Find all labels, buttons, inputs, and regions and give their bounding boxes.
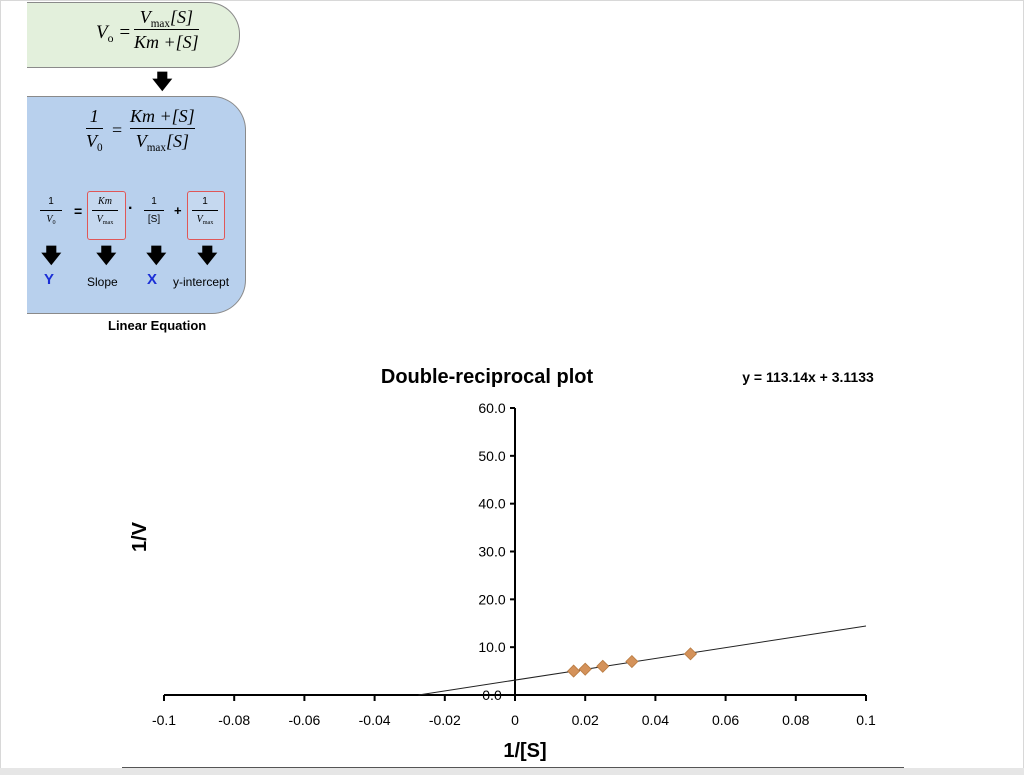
- data-point: [578, 662, 592, 676]
- mm-fraction: Vmax[S] Km +[S]: [134, 7, 199, 53]
- label-y-intercept: y-intercept: [173, 275, 230, 289]
- linear-equation-caption: Linear Equation: [108, 318, 207, 333]
- lb-equals: =: [112, 120, 123, 140]
- x-tick-label: -0.06: [288, 712, 320, 728]
- data-point: [683, 647, 698, 661]
- x-tick-label: 0.1: [856, 712, 876, 728]
- x-tick-label: 0.06: [712, 712, 739, 728]
- linear-x-fraction: 1 [S]: [144, 196, 164, 225]
- slope-highlight-box: [87, 191, 126, 240]
- chart-title: Double-reciprocal plot: [381, 366, 594, 388]
- down-arrow-icon: 🡇: [96, 245, 117, 267]
- x-tick-label: 0.08: [782, 712, 809, 728]
- x-tick-label: -0.04: [359, 712, 391, 728]
- x-tick-label: -0.1: [152, 712, 176, 728]
- y-tick-label: 0.0: [482, 687, 502, 703]
- data-point: [625, 654, 639, 669]
- y-tick-label: 50.0: [478, 448, 505, 464]
- y-tick-label: 40.0: [478, 496, 505, 512]
- lb-lhs-fraction: 1 V0: [86, 106, 103, 154]
- x-tick-label: 0.04: [642, 712, 669, 728]
- intercept-highlight-box: [187, 191, 225, 240]
- label-x: X: [147, 271, 158, 288]
- y-tick-label: 30.0: [478, 544, 505, 560]
- linear-intercept-fraction: 1 Vmax: [192, 196, 218, 226]
- mm-lhs: Vo =: [96, 22, 132, 46]
- bottom-rule: [122, 767, 904, 768]
- trendline-equation: y = 113.14x + 3.1133: [742, 369, 874, 385]
- linear-y-fraction: 1 V0: [40, 196, 62, 226]
- linear-plus: +: [174, 203, 182, 218]
- data-point: [567, 664, 581, 678]
- x-tick-label: -0.02: [429, 712, 461, 728]
- lb-rhs-fraction: Km +[S] Vmax[S]: [130, 106, 195, 154]
- y-tick-label: 60.0: [478, 400, 505, 416]
- label-slope: Slope: [87, 275, 118, 289]
- bottom-strip: [0, 768, 1024, 775]
- down-arrow-icon: 🡇: [41, 245, 62, 267]
- down-arrow-icon: 🡇: [146, 245, 167, 267]
- x-tick-label: -0.08: [218, 712, 250, 728]
- trendline: [418, 625, 867, 696]
- linear-equals: =: [74, 203, 83, 219]
- data-point: [596, 659, 610, 673]
- x-axis-label: 1/[S]: [503, 740, 546, 762]
- y-tick-label: 10.0: [478, 639, 505, 655]
- x-tick-label: 0.02: [572, 712, 599, 728]
- linear-dot: ·: [128, 200, 134, 217]
- x-tick-label: 0: [511, 712, 519, 728]
- label-y: Y: [44, 271, 55, 288]
- y-tick-label: 20.0: [478, 591, 505, 607]
- linear-slope-fraction: Km Vmax: [92, 196, 118, 226]
- michaelis-menten-box: [27, 2, 240, 68]
- down-arrow-icon: 🡇: [152, 71, 173, 93]
- down-arrow-icon: 🡇: [197, 245, 218, 267]
- y-axis-label: 1/V: [129, 521, 151, 552]
